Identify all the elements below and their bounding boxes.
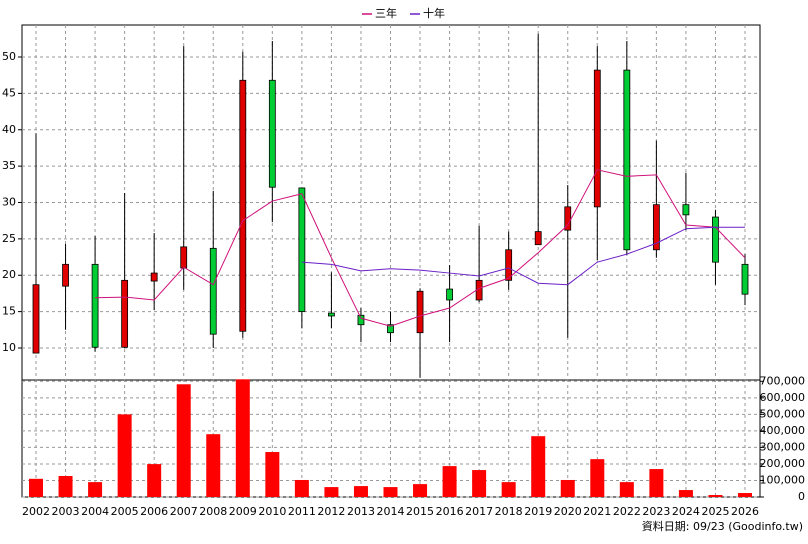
volume-bar bbox=[413, 484, 428, 497]
volume-bar bbox=[58, 476, 73, 497]
ma-line bbox=[301, 226, 745, 286]
candle-body bbox=[121, 279, 129, 348]
volume-bar bbox=[117, 414, 132, 497]
x-tick-label: 2016 bbox=[436, 505, 464, 518]
volume-bar bbox=[294, 479, 309, 497]
y2-tick-label: 100,000 bbox=[760, 473, 806, 486]
x-tick-label: 2015 bbox=[406, 505, 434, 518]
x-tick-label: 2024 bbox=[672, 505, 700, 518]
volume-bar bbox=[147, 464, 162, 497]
volume-bar bbox=[88, 482, 103, 497]
footer: 資料日期: 09/23 (Goodinfo.tw) bbox=[642, 519, 803, 533]
candle-body bbox=[32, 284, 40, 354]
candle-body bbox=[357, 314, 365, 326]
candle-body bbox=[62, 263, 69, 287]
y-tick-label: 10 bbox=[2, 341, 16, 354]
x-tick-label: 2021 bbox=[583, 505, 611, 518]
candle-body bbox=[623, 69, 631, 251]
x-tick-label: 2005 bbox=[111, 505, 139, 518]
y-tick-label: 35 bbox=[2, 159, 16, 172]
candle-body bbox=[534, 231, 542, 246]
y2-tick-label: 500,000 bbox=[760, 407, 806, 420]
candle-body bbox=[682, 204, 690, 216]
y-tick-label: 45 bbox=[2, 86, 16, 99]
candle-body bbox=[268, 79, 276, 188]
x-tick-label: 2017 bbox=[465, 505, 493, 518]
candle-body bbox=[416, 290, 424, 334]
x-tick-label: 2007 bbox=[170, 505, 198, 518]
legend-label: 三年 bbox=[375, 6, 397, 20]
candle-body bbox=[593, 69, 601, 208]
candle-body bbox=[446, 288, 453, 301]
y2-tick-label: 700,000 bbox=[760, 374, 806, 387]
x-tick-label: 2008 bbox=[199, 505, 227, 518]
x-tick-label: 2006 bbox=[140, 505, 168, 518]
x-tick-label: 2026 bbox=[731, 505, 759, 518]
y-tick-label: 25 bbox=[2, 232, 16, 245]
y-tick-label: 50 bbox=[2, 50, 16, 63]
x-tick-label: 2020 bbox=[554, 505, 582, 518]
volume-bar bbox=[649, 469, 664, 497]
candle-body bbox=[652, 204, 660, 251]
x-tick-label: 2023 bbox=[642, 505, 670, 518]
volume-bar bbox=[619, 482, 634, 497]
x-tick-label: 2018 bbox=[495, 505, 523, 518]
x-tick-label: 2019 bbox=[524, 505, 552, 518]
x-tick-label: 2022 bbox=[613, 505, 641, 518]
volume-bar bbox=[353, 486, 368, 497]
volume-bar bbox=[560, 479, 575, 497]
volume-bar bbox=[442, 466, 457, 497]
legend-label: 十年 bbox=[423, 6, 445, 20]
volume-bar bbox=[472, 470, 487, 497]
x-tick-label: 2011 bbox=[288, 505, 316, 518]
x-tick-label: 2025 bbox=[701, 505, 729, 518]
candle-body bbox=[298, 187, 306, 313]
y-tick-label: 15 bbox=[2, 305, 16, 318]
volume-bar bbox=[29, 478, 43, 497]
candle-body bbox=[328, 312, 335, 317]
volume-bar bbox=[531, 436, 546, 497]
candle-body bbox=[180, 246, 188, 269]
volume-bar bbox=[738, 493, 752, 497]
x-tick-label: 2013 bbox=[347, 505, 375, 518]
candle-body bbox=[91, 263, 99, 348]
y-tick-label: 20 bbox=[2, 268, 16, 281]
x-tick-label: 2004 bbox=[81, 505, 109, 518]
y-tick-label: 40 bbox=[2, 123, 16, 136]
candle-body bbox=[741, 263, 749, 295]
volume-bar bbox=[590, 459, 605, 497]
x-tick-label: 2010 bbox=[258, 505, 286, 518]
candle-body bbox=[712, 216, 719, 263]
y2-tick-label: 400,000 bbox=[760, 424, 806, 437]
volume-bar bbox=[383, 487, 398, 497]
y-tick-label: 30 bbox=[2, 196, 16, 209]
volume-bar bbox=[235, 379, 250, 497]
x-tick-label: 2002 bbox=[22, 505, 50, 518]
volume-bar bbox=[678, 490, 693, 497]
candle-body bbox=[209, 247, 217, 335]
candle-body bbox=[150, 272, 158, 282]
y2-tick-label: 300,000 bbox=[760, 440, 806, 453]
volume-bar bbox=[501, 482, 516, 497]
volume-bar bbox=[176, 384, 191, 497]
volume-bar bbox=[265, 452, 280, 497]
x-tick-label: 2009 bbox=[229, 505, 257, 518]
y2-tick-label: 0 bbox=[798, 490, 805, 503]
volume-bar bbox=[206, 434, 221, 497]
y2-tick-label: 200,000 bbox=[760, 457, 806, 470]
x-tick-label: 2014 bbox=[377, 505, 405, 518]
x-tick-label: 2012 bbox=[317, 505, 345, 518]
x-tick-label: 2003 bbox=[52, 505, 80, 518]
candle-body bbox=[239, 79, 247, 332]
y2-tick-label: 600,000 bbox=[760, 391, 806, 404]
volume-bar bbox=[324, 487, 339, 497]
volume-bar bbox=[708, 495, 723, 497]
candle-body bbox=[387, 324, 394, 334]
ma-line bbox=[95, 169, 746, 327]
candle-body bbox=[505, 249, 513, 281]
